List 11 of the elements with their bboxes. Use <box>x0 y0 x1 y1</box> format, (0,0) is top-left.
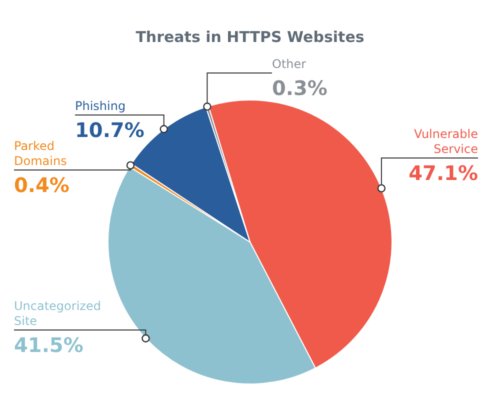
slice-label: Parked Domains <box>14 139 67 168</box>
data-label: 47.1% <box>408 161 478 185</box>
chart-title: Threats in HTTPS Websites <box>136 28 364 46</box>
slice-label: Uncategorized Site <box>14 299 101 328</box>
data-label: 0.4% <box>14 173 70 197</box>
data-label: 0.3% <box>272 76 328 100</box>
slice-label: Phishing <box>75 99 126 113</box>
slice-label: Vulnerable Service <box>414 127 478 156</box>
data-label: 10.7% <box>75 118 144 142</box>
data-label: 41.5% <box>14 333 84 357</box>
slice-label: Other <box>272 57 306 71</box>
